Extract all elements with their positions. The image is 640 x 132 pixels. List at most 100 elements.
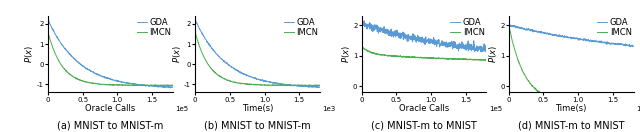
GDA bbox=[483, 50, 490, 52]
GDA bbox=[44, 18, 52, 20]
GDA bbox=[505, 24, 513, 25]
Text: (a) MNIST to MNIST-m: (a) MNIST to MNIST-m bbox=[57, 121, 164, 131]
GDA bbox=[465, 44, 473, 46]
GDA bbox=[630, 45, 637, 47]
GDA bbox=[589, 40, 596, 42]
Line: GDA: GDA bbox=[48, 19, 173, 88]
IMCN bbox=[169, 84, 177, 86]
Line: GDA: GDA bbox=[362, 21, 486, 52]
X-axis label: Oracle Calls: Oracle Calls bbox=[399, 104, 449, 113]
GDA bbox=[76, 63, 84, 65]
GDA bbox=[358, 22, 365, 24]
IMCN bbox=[579, 102, 586, 103]
IMCN bbox=[437, 58, 445, 59]
Y-axis label: $P(x)$: $P(x)$ bbox=[487, 45, 499, 63]
GDA bbox=[314, 87, 321, 89]
IMCN bbox=[265, 84, 273, 86]
Line: GDA: GDA bbox=[195, 20, 320, 88]
IMCN bbox=[452, 58, 460, 60]
Text: 1e3: 1e3 bbox=[323, 106, 336, 112]
IMCN bbox=[433, 58, 441, 59]
IMCN bbox=[67, 74, 74, 75]
Line: IMCN: IMCN bbox=[195, 32, 320, 86]
Text: 1e3: 1e3 bbox=[636, 106, 640, 112]
IMCN bbox=[505, 24, 513, 25]
Text: (b) MNIST to MNIST-m: (b) MNIST to MNIST-m bbox=[204, 121, 311, 131]
IMCN bbox=[191, 31, 199, 33]
IMCN bbox=[118, 84, 125, 86]
GDA bbox=[67, 54, 74, 56]
Text: (d) MNIST-m to MNIST: (d) MNIST-m to MNIST bbox=[518, 121, 625, 131]
IMCN bbox=[285, 84, 293, 86]
IMCN bbox=[248, 84, 255, 85]
GDA bbox=[579, 39, 586, 40]
IMCN bbox=[100, 84, 108, 85]
Text: 1e5: 1e5 bbox=[175, 106, 188, 112]
IMCN bbox=[358, 41, 365, 43]
GDA bbox=[265, 81, 273, 82]
Y-axis label: $P(x)$: $P(x)$ bbox=[171, 45, 182, 63]
GDA bbox=[452, 44, 460, 46]
GDA bbox=[430, 41, 438, 43]
IMCN bbox=[223, 79, 231, 81]
IMCN bbox=[275, 85, 282, 86]
IMCN bbox=[127, 84, 135, 86]
GDA bbox=[434, 43, 442, 44]
IMCN bbox=[623, 103, 630, 105]
GDA bbox=[214, 54, 221, 56]
IMCN bbox=[588, 102, 596, 103]
IMCN bbox=[465, 59, 473, 60]
Line: GDA: GDA bbox=[509, 24, 634, 47]
Text: 1e5: 1e5 bbox=[489, 106, 502, 112]
GDA bbox=[275, 83, 282, 84]
IMCN bbox=[430, 57, 438, 59]
Legend: GDA, IMCN: GDA, IMCN bbox=[136, 17, 172, 38]
IMCN bbox=[599, 102, 607, 104]
IMCN bbox=[537, 92, 545, 93]
GDA bbox=[562, 36, 570, 37]
GDA bbox=[118, 81, 125, 83]
Legend: GDA, IMCN: GDA, IMCN bbox=[449, 17, 486, 38]
GDA bbox=[629, 46, 637, 47]
Legend: GDA, IMCN: GDA, IMCN bbox=[283, 17, 319, 38]
X-axis label: Oracle Calls: Oracle Calls bbox=[85, 104, 136, 113]
GDA bbox=[248, 76, 255, 78]
GDA bbox=[169, 86, 177, 88]
IMCN bbox=[308, 85, 316, 87]
IMCN bbox=[44, 31, 52, 33]
IMCN bbox=[481, 59, 489, 61]
GDA bbox=[479, 51, 486, 53]
GDA bbox=[505, 23, 513, 25]
GDA bbox=[527, 29, 535, 30]
GDA bbox=[537, 32, 545, 34]
IMCN bbox=[76, 79, 84, 81]
GDA bbox=[100, 77, 108, 79]
X-axis label: Time(s): Time(s) bbox=[242, 104, 273, 113]
GDA bbox=[360, 20, 368, 22]
Legend: GDA, IMCN: GDA, IMCN bbox=[596, 17, 633, 38]
GDA bbox=[138, 84, 146, 86]
GDA bbox=[316, 86, 324, 88]
IMCN bbox=[630, 102, 637, 104]
IMCN bbox=[138, 85, 146, 86]
IMCN bbox=[316, 85, 324, 86]
GDA bbox=[223, 63, 231, 64]
Y-axis label: $P(x)$: $P(x)$ bbox=[340, 45, 351, 63]
IMCN bbox=[483, 59, 490, 61]
Text: (c) MNIST-m to MNIST: (c) MNIST-m to MNIST bbox=[371, 121, 477, 131]
IMCN bbox=[561, 100, 569, 102]
GDA bbox=[437, 44, 445, 46]
GDA bbox=[285, 84, 293, 86]
IMCN bbox=[214, 74, 221, 75]
GDA bbox=[365, 22, 373, 23]
IMCN bbox=[365, 50, 373, 52]
X-axis label: Time(s): Time(s) bbox=[556, 104, 587, 113]
Y-axis label: $P(x)$: $P(x)$ bbox=[24, 45, 35, 63]
GDA bbox=[167, 87, 175, 89]
GDA bbox=[127, 83, 135, 85]
IMCN bbox=[527, 84, 535, 85]
IMCN bbox=[169, 85, 177, 87]
Line: IMCN: IMCN bbox=[509, 24, 634, 104]
Line: IMCN: IMCN bbox=[362, 42, 486, 60]
GDA bbox=[599, 41, 607, 43]
